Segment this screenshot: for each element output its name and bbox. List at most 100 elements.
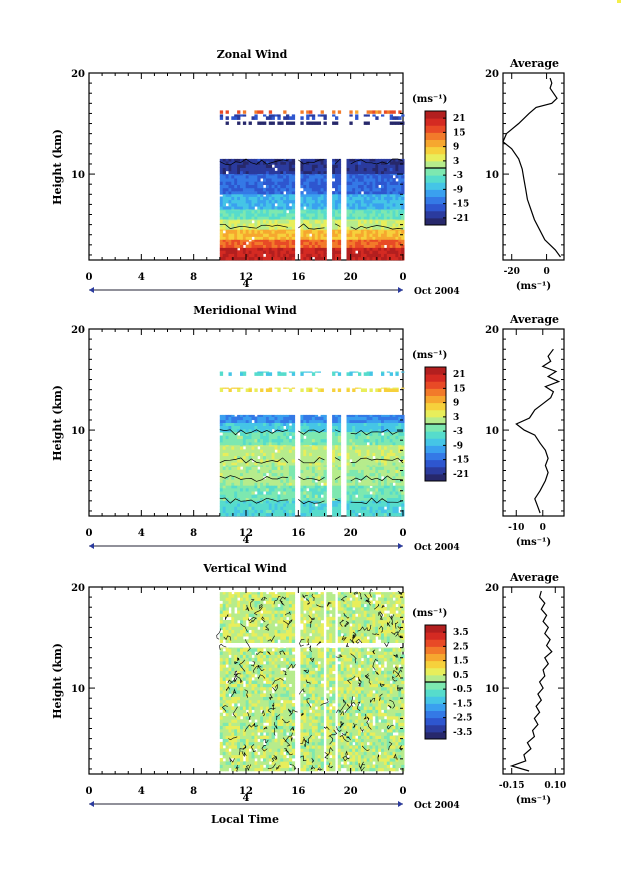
data-cell (335, 494, 339, 498)
data-cell (358, 226, 362, 230)
data-cell (257, 239, 261, 242)
data-cell (349, 174, 353, 176)
data-cell (274, 216, 278, 220)
data-cell (268, 639, 273, 643)
data-cell (303, 181, 307, 185)
data-cell (248, 216, 252, 220)
data-cell (268, 479, 273, 483)
data-cell (265, 629, 270, 634)
data-cell (242, 639, 247, 643)
data-cell (355, 487, 359, 492)
data-cell (286, 170, 290, 175)
data-cell (257, 199, 261, 204)
data-cell (240, 114, 244, 117)
colorbar-swatch (425, 146, 446, 155)
data-cell (286, 449, 290, 453)
data-cell (343, 623, 347, 627)
data-cell (288, 209, 293, 214)
data-cell (375, 455, 379, 460)
data-cell (386, 387, 391, 389)
data-cell (300, 435, 304, 440)
data-cell (309, 479, 313, 483)
data-cell (383, 216, 388, 220)
data-cell (306, 181, 310, 185)
data-cell (398, 191, 402, 195)
data-cell (280, 623, 284, 627)
data-cell (360, 414, 365, 417)
data-cell (240, 452, 244, 457)
data-cell (355, 158, 359, 162)
data-cell (317, 465, 321, 467)
data-cell (323, 167, 327, 172)
data-cell (283, 446, 287, 450)
data-cell (251, 487, 255, 492)
data-cell (254, 239, 258, 242)
data-cell (306, 247, 310, 251)
data-cell (375, 213, 379, 217)
data-cell (389, 466, 393, 470)
data-cell (363, 487, 367, 492)
data-cell (358, 372, 362, 376)
data-cell (288, 466, 293, 470)
data-cell (378, 253, 382, 258)
data-cell (268, 253, 273, 258)
data-cell (263, 196, 267, 201)
data-cell (386, 184, 391, 189)
data-cell (222, 158, 226, 162)
data-cell (234, 387, 238, 389)
data-cell (277, 494, 281, 498)
data-cell (286, 632, 290, 637)
data-cell (389, 226, 393, 230)
data-cell (375, 116, 379, 120)
data-cell (265, 491, 270, 495)
data-cell (219, 236, 224, 241)
data-cell (389, 425, 393, 430)
data-cell (323, 244, 327, 249)
data-cell (234, 462, 238, 466)
data-cell (358, 170, 362, 175)
data-cell (268, 388, 273, 392)
data-cell (378, 435, 382, 440)
data-cell (366, 466, 370, 470)
data-cell (263, 158, 267, 162)
data-cell (274, 494, 278, 498)
data-cell (245, 170, 249, 175)
data-cell (268, 174, 273, 179)
data-cell (401, 491, 405, 495)
data-cell (369, 639, 373, 643)
data-cell (260, 196, 264, 201)
data-cell (317, 503, 321, 507)
data-cell (398, 466, 402, 470)
data-cell (286, 167, 290, 172)
data-cell (254, 203, 258, 207)
data-cell (320, 219, 324, 221)
data-cell (386, 452, 391, 457)
data-cell (260, 167, 264, 172)
data-cell (349, 416, 353, 421)
data-cell (306, 250, 310, 254)
data-cell (398, 229, 402, 231)
data-cell (375, 629, 379, 634)
data-cell (245, 469, 249, 474)
data-cell (257, 462, 261, 466)
data-cell (245, 250, 249, 254)
data-cell (358, 442, 362, 446)
data-cell (320, 455, 324, 460)
data-cell (263, 452, 267, 457)
data-cell (398, 199, 402, 204)
data-cell (240, 442, 244, 446)
data-cell (242, 161, 247, 165)
data-cell (248, 428, 252, 433)
data-cell (360, 423, 365, 426)
data-cell (314, 158, 319, 162)
data-cell (309, 241, 313, 245)
data-cell (242, 626, 247, 630)
data-cell (219, 164, 224, 168)
data-cell (375, 494, 379, 498)
data-cell (271, 226, 275, 230)
data-cell (317, 178, 321, 182)
data-cell (386, 487, 391, 492)
data-cell (386, 469, 391, 474)
data-cell (234, 196, 238, 201)
data-cell (277, 445, 281, 447)
